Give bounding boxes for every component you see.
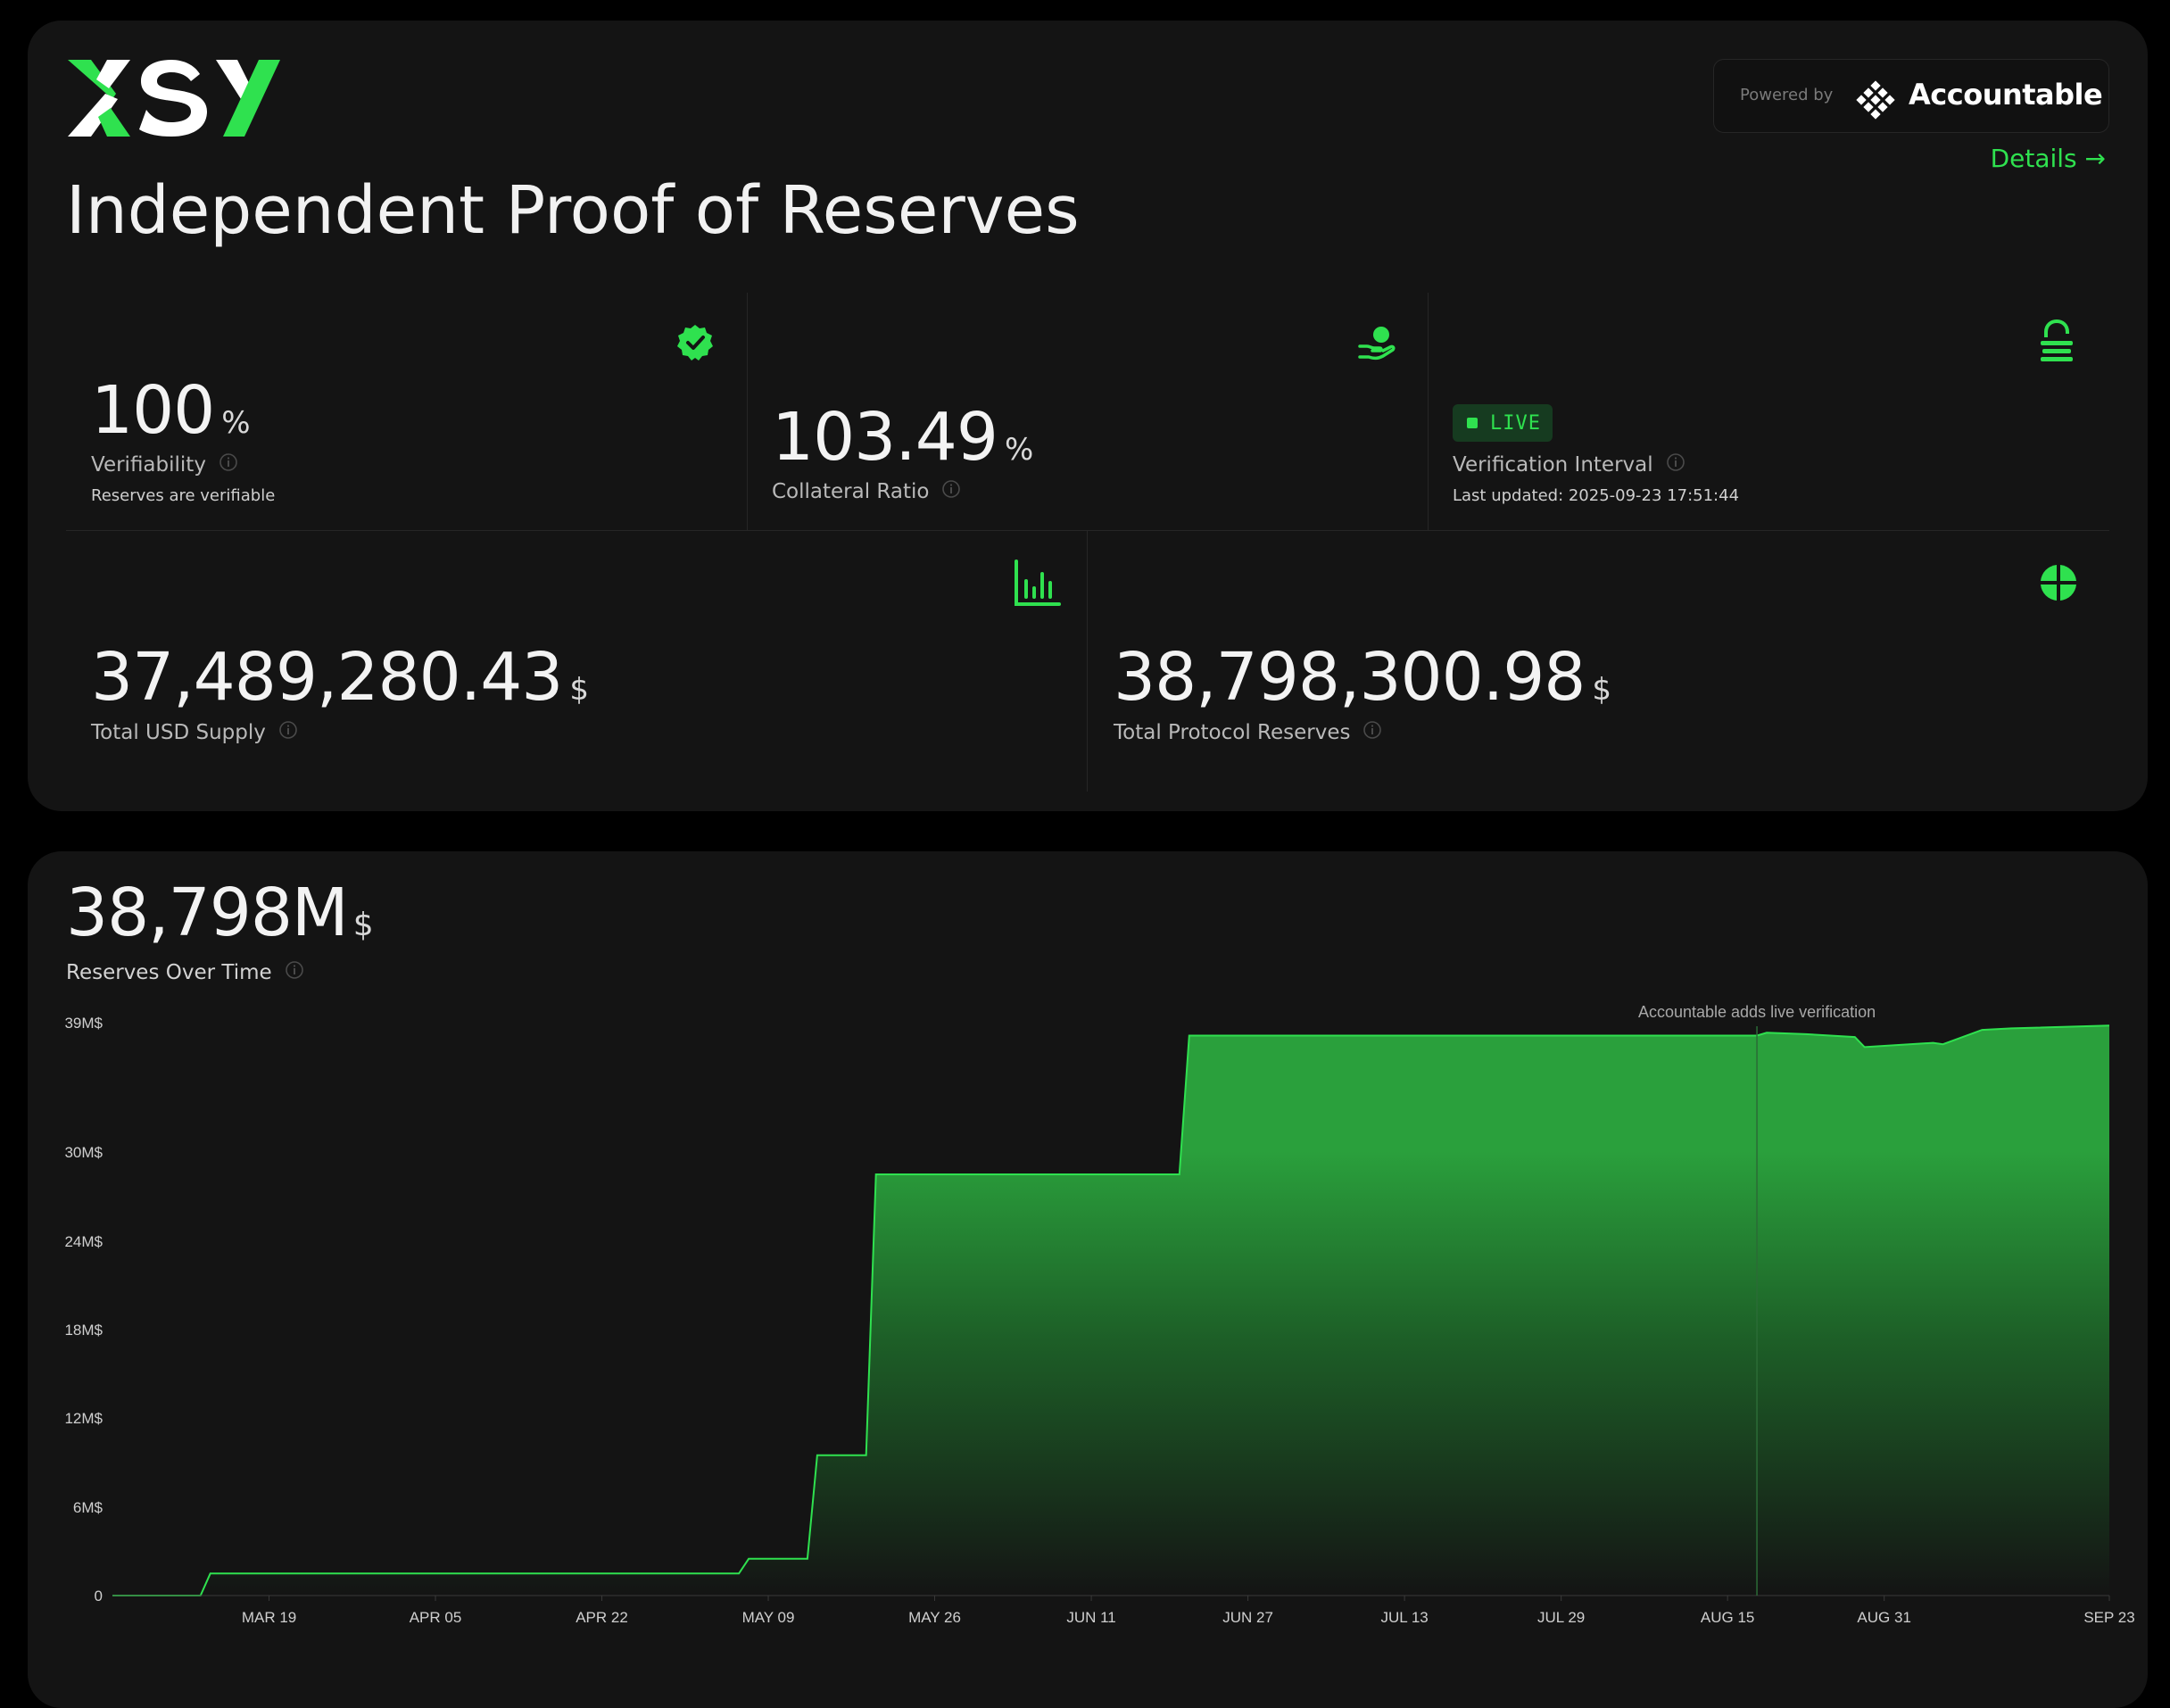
x-tick-label: JUL 29 [1537,1609,1585,1626]
stat-divider-2 [1428,293,1429,530]
info-icon[interactable] [278,720,298,745]
annotation-label: Accountable adds live verification [1638,1003,1876,1021]
details-link[interactable]: Details → [1990,144,2106,173]
x-tick-label: SEP 23 [2083,1609,2134,1626]
powered-by-label: Powered by [1740,86,1834,104]
powered-by-badge[interactable]: Powered by Accountable [1713,59,2109,133]
x-tick-label: APR 05 [410,1609,462,1626]
accountable-logo-icon [1855,79,1896,124]
chart-total-value: 38,798M $ [66,875,374,951]
x-tick-label: MAR 19 [242,1609,296,1626]
live-badge: LIVE [1453,404,1553,442]
pie-chart-icon [2039,563,2078,606]
x-tick-label: APR 22 [576,1609,628,1626]
collateral-value: 103.49% [772,399,1034,476]
xsy-logo [66,58,280,142]
proof-of-reserves-card: Independent Proof of Reserves Powered by… [28,21,2148,811]
info-icon[interactable] [285,960,304,985]
verifiability-sub: Reserves are verifiable [91,486,276,505]
stats-row-divider [66,530,2109,531]
x-tick-label: AUG 15 [1701,1609,1754,1626]
y-tick-label: 6M$ [73,1499,104,1516]
reserves-area-chart[interactable]: Accountable adds live verification 0 6M$ 1… [28,851,2148,1674]
y-tick-label: 18M$ [64,1322,103,1339]
stat-divider-1 [747,293,748,530]
x-tick-label: JUN 27 [1222,1609,1273,1626]
supply-value: 37,489,280.43 $ [91,639,590,716]
info-icon[interactable] [941,479,961,504]
live-dot [1467,418,1478,428]
info-icon[interactable] [1666,452,1685,477]
verifiability-label: Verifiability [91,452,238,477]
reserves-area-fill [112,1025,2109,1596]
bar-chart-icon [1013,560,1061,611]
y-tick-label: 24M$ [64,1233,103,1250]
collateral-label: Collateral Ratio [772,479,961,504]
hand-coin-icon [1356,323,1397,368]
lock-open-icon [2037,319,2076,371]
interval-label: Verification Interval [1453,452,1685,477]
y-tick-label: 12M$ [64,1410,103,1427]
reserves-chart-card: 38,798M $ Reserves Over Time Accountable … [28,851,2148,1708]
x-tick-label: JUL 13 [1381,1609,1429,1626]
page-title: Independent Proof of Reserves [66,172,1080,249]
reserves-label: Total Protocol Reserves [1114,720,1382,745]
y-tick-label: 39M$ [64,1015,103,1032]
reserves-value: 38,798,300.98 $ [1114,639,1612,716]
x-tick-label: JUN 11 [1066,1609,1115,1626]
reserves-line [112,1024,2110,1596]
x-tick-label: MAY 09 [742,1609,795,1626]
verified-badge-icon [675,323,715,366]
y-tick-label: 30M$ [64,1144,103,1161]
info-icon[interactable] [219,452,238,477]
info-icon[interactable] [1362,720,1382,745]
chart-label: Reserves Over Time [66,960,304,985]
last-updated: Last updated: 2025-09-23 17:51:44 [1453,486,1740,505]
y-tick-label: 0 [95,1588,103,1604]
x-tick-label: MAY 26 [908,1609,961,1626]
x-tick-label: AUG 31 [1857,1609,1910,1626]
supply-label: Total USD Supply [91,720,298,745]
verifiability-value: 100% [91,372,251,449]
stat-divider-3 [1087,531,1088,792]
accountable-name: Accountable [1909,78,2103,112]
